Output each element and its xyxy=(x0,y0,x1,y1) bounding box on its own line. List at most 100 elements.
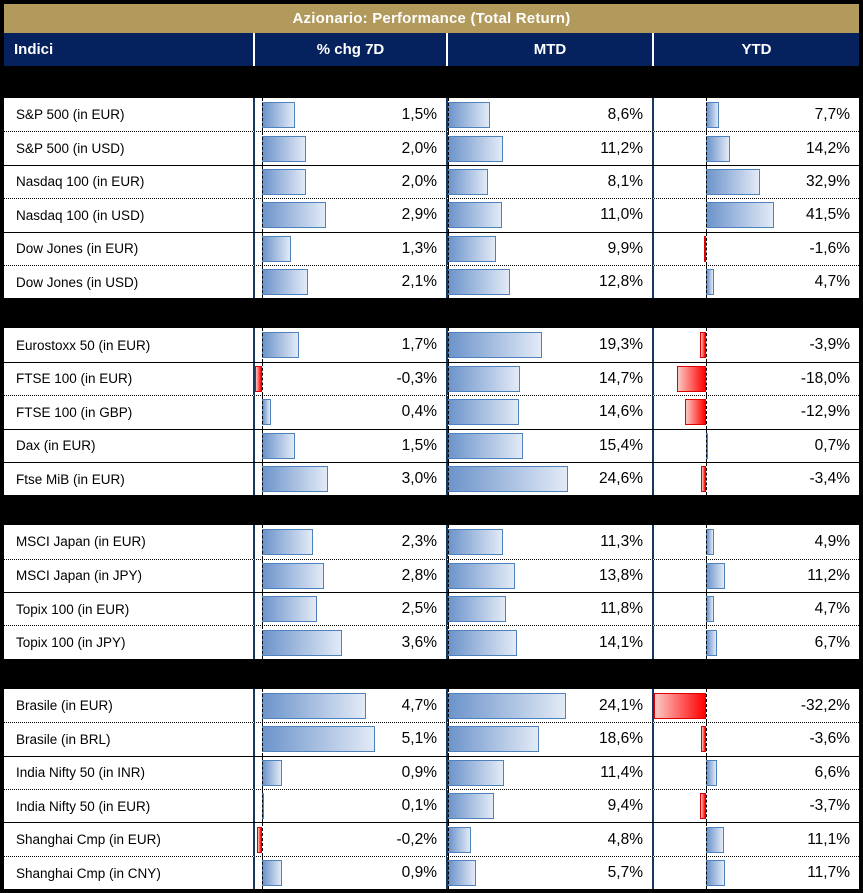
mtd-value: 8,1% xyxy=(607,172,643,190)
ytd-bar-area xyxy=(654,856,774,890)
ytd-value: -32,2% xyxy=(800,696,850,714)
chg7d-bar-area xyxy=(255,626,375,659)
mtd-cell: 4,8% xyxy=(446,823,652,856)
ytd-bar xyxy=(703,235,707,262)
chg7d-bar xyxy=(261,726,375,753)
chg7d-cell: 0,4% xyxy=(253,396,446,429)
zero-axis-line xyxy=(261,265,263,299)
separator-band xyxy=(4,658,859,689)
ytd-bar-area xyxy=(654,790,774,823)
ytd-bar xyxy=(706,759,718,786)
index-label: S&P 500 (in USD) xyxy=(16,141,125,157)
ytd-bar xyxy=(706,562,725,589)
table-row: Shanghai Cmp (in EUR) -0,2% 4,8% 11,1% xyxy=(4,822,859,856)
ytd-bar-area xyxy=(654,756,774,790)
ytd-bar-area xyxy=(654,132,774,165)
zero-axis-line xyxy=(706,199,708,232)
mtd-cell: 24,1% xyxy=(446,688,652,723)
index-label: MSCI Japan (in EUR) xyxy=(16,534,146,550)
table-row: Shanghai Cmp (in CNY) 0,9% 5,7% 11,7% xyxy=(4,855,859,890)
mtd-value: 14,6% xyxy=(599,403,643,421)
index-label: MSCI Japan (in JPY) xyxy=(16,568,143,584)
table-row: Brasile (in EUR) 4,7% 24,1% -32,2% xyxy=(4,688,859,723)
mtd-cell: 11,3% xyxy=(446,525,652,559)
ytd-value: 6,7% xyxy=(814,633,850,651)
table-row: MSCI Japan (in JPY) 2,8% 13,8% 11,2% xyxy=(4,558,859,593)
chg7d-value: 4,7% xyxy=(401,696,437,714)
chg7d-value: 0,4% xyxy=(401,403,437,421)
mtd-cell: 9,4% xyxy=(446,790,652,823)
ytd-cell: 4,7% xyxy=(652,593,859,626)
table-row: MSCI Japan (in EUR) 2,3% 11,3% 4,9% xyxy=(4,525,859,559)
zero-axis-line xyxy=(448,688,449,723)
zero-axis-line xyxy=(261,626,263,659)
ytd-cell: 11,1% xyxy=(652,823,859,856)
ytd-bar-area xyxy=(654,199,774,232)
zero-axis-line xyxy=(706,756,708,790)
zero-axis-line xyxy=(706,525,708,559)
chg7d-cell: 0,9% xyxy=(253,756,446,790)
mtd-bar xyxy=(448,692,566,719)
ytd-cell: -3,6% xyxy=(652,723,859,756)
index-group: MSCI Japan (in EUR) 2,3% 11,3% 4,9% MSCI… xyxy=(4,525,859,659)
mtd-value: 4,8% xyxy=(607,830,643,848)
index-label: India Nifty 50 (in INR) xyxy=(16,765,146,781)
ytd-value: 11,7% xyxy=(807,864,850,881)
chg7d-value: 2,5% xyxy=(401,600,437,618)
index-label: Dow Jones (in USD) xyxy=(16,274,139,290)
ytd-bar xyxy=(706,101,719,128)
ytd-cell: 6,6% xyxy=(652,756,859,790)
chg7d-cell: 1,5% xyxy=(253,429,446,462)
mtd-bar-area xyxy=(448,723,568,756)
table-row: FTSE 100 (in GBP) 0,4% 14,6% -12,9% xyxy=(4,395,859,429)
chg7d-value: 1,7% xyxy=(401,336,437,354)
ytd-bar xyxy=(677,365,707,392)
mtd-bar-area xyxy=(448,132,568,165)
zero-axis-line xyxy=(448,199,449,232)
ytd-bar-area xyxy=(654,98,774,132)
chg7d-cell: 2,1% xyxy=(253,265,446,299)
mtd-value: 24,6% xyxy=(599,470,643,488)
mtd-bar xyxy=(448,562,516,589)
ytd-value: 4,7% xyxy=(814,273,850,291)
zero-axis-line xyxy=(448,98,449,132)
chg7d-cell: 1,5% xyxy=(253,98,446,132)
ytd-cell: -32,2% xyxy=(652,688,859,723)
mtd-bar-area xyxy=(448,525,568,559)
index-label: India Nifty 50 (in EUR) xyxy=(16,798,151,814)
zero-axis-line xyxy=(261,790,263,823)
ytd-bar-area xyxy=(654,525,774,559)
mtd-cell: 8,6% xyxy=(446,98,652,132)
table-title: Azionario: Performance (Total Return) xyxy=(4,4,859,33)
mtd-bar xyxy=(448,726,539,753)
mtd-cell: 13,8% xyxy=(446,559,652,593)
ytd-bar xyxy=(700,332,707,359)
ytd-value: 14,2% xyxy=(806,139,850,157)
ytd-bar xyxy=(706,528,715,555)
ytd-cell: 11,2% xyxy=(652,559,859,593)
zero-axis-line xyxy=(706,856,708,890)
chg7d-bar-area xyxy=(255,362,375,396)
ytd-bar xyxy=(700,466,707,493)
chg7d-bar-area xyxy=(255,396,375,429)
ytd-value: 4,9% xyxy=(814,532,850,550)
ytd-bar xyxy=(706,629,718,656)
table-body: S&P 500 (in EUR) 1,5% 8,6% 7,7% S&P 500 … xyxy=(4,98,859,890)
ytd-value: 32,9% xyxy=(806,172,850,190)
chg7d-bar xyxy=(261,692,367,719)
chg7d-cell: 2,3% xyxy=(253,525,446,559)
index-label: Shanghai Cmp (in CNY) xyxy=(16,865,161,881)
zero-axis-line xyxy=(706,593,708,626)
zero-axis-line xyxy=(448,790,449,823)
zero-axis-line xyxy=(448,723,449,756)
mtd-cell: 18,6% xyxy=(446,723,652,756)
mtd-value: 24,1% xyxy=(599,696,643,714)
mtd-cell: 9,9% xyxy=(446,232,652,265)
mtd-value: 9,4% xyxy=(607,797,643,815)
chg7d-value: 3,6% xyxy=(401,633,437,651)
chg7d-bar xyxy=(261,432,295,459)
chg7d-value: 2,0% xyxy=(401,139,437,157)
index-label: Dow Jones (in EUR) xyxy=(16,241,139,257)
ytd-cell: 41,5% xyxy=(652,199,859,232)
mtd-bar xyxy=(448,759,504,786)
